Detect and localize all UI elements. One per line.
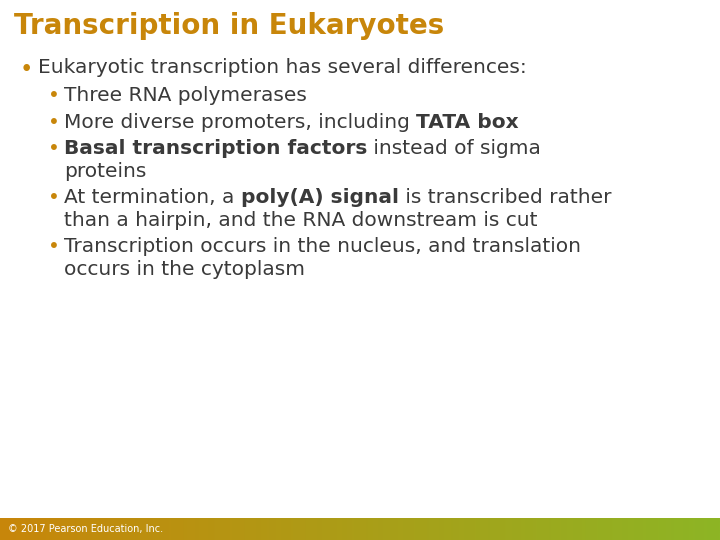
Text: Transcription in Eukaryotes: Transcription in Eukaryotes — [14, 12, 444, 40]
Text: •: • — [48, 237, 60, 256]
Text: than a hairpin, and the RNA downstream is cut: than a hairpin, and the RNA downstream i… — [64, 211, 538, 230]
Text: Three RNA polymerases: Three RNA polymerases — [64, 86, 307, 105]
Text: •: • — [48, 86, 60, 105]
Text: instead of sigma: instead of sigma — [367, 139, 541, 158]
Text: More diverse promoters, including: More diverse promoters, including — [64, 113, 416, 132]
Text: TATA box: TATA box — [416, 113, 519, 132]
Text: At termination, a: At termination, a — [64, 188, 240, 207]
Text: •: • — [20, 58, 33, 81]
Text: •: • — [48, 113, 60, 132]
Text: •: • — [48, 139, 60, 158]
Text: •: • — [48, 188, 60, 207]
Text: poly(A) signal: poly(A) signal — [240, 188, 399, 207]
Text: is transcribed rather: is transcribed rather — [399, 188, 611, 207]
Text: © 2017 Pearson Education, Inc.: © 2017 Pearson Education, Inc. — [8, 524, 163, 534]
Text: Basal transcription factors: Basal transcription factors — [64, 139, 367, 158]
Text: Eukaryotic transcription has several differences:: Eukaryotic transcription has several dif… — [38, 58, 527, 77]
Text: proteins: proteins — [64, 162, 146, 181]
Text: Transcription occurs in the nucleus, and translation: Transcription occurs in the nucleus, and… — [64, 237, 581, 256]
Text: occurs in the cytoplasm: occurs in the cytoplasm — [64, 260, 305, 279]
